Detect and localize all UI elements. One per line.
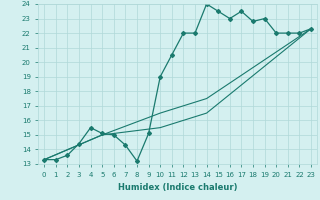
X-axis label: Humidex (Indice chaleur): Humidex (Indice chaleur) [118, 183, 237, 192]
